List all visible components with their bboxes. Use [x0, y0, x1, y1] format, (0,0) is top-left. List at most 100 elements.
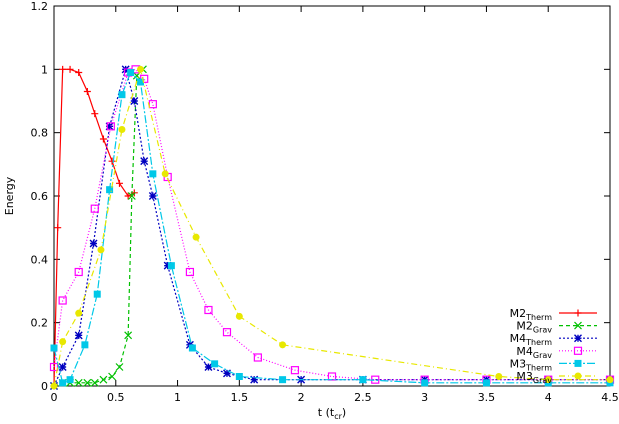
- data-point-m2-therm: [115, 179, 123, 187]
- legend-name: M2: [510, 307, 527, 320]
- data-point-m4-grav: [148, 100, 157, 109]
- data-point-m3-therm: [167, 262, 175, 270]
- data-point-m4-therm: [250, 375, 259, 384]
- legend-label-m2-grav: M2Grav: [516, 320, 552, 335]
- data-point-m3-therm: [50, 344, 58, 352]
- series-lines: [49, 65, 615, 390]
- data-point-m3-therm: [118, 91, 126, 99]
- x-tick-label: 2.5: [354, 391, 372, 404]
- data-point-m4-therm: [105, 122, 114, 131]
- series-m3-grav: [50, 65, 614, 390]
- data-point-m3-grav: [279, 341, 287, 349]
- data-point-m4-therm: [74, 331, 83, 340]
- y-tick-label: 1.2: [31, 0, 49, 13]
- data-point-m3-therm: [188, 344, 196, 352]
- data-point-m3-grav: [50, 382, 58, 390]
- data-point-m4-therm: [148, 192, 157, 200]
- legend-sub: Therm: [525, 313, 552, 322]
- legend-label-m3-grav: M3Grav: [516, 370, 552, 385]
- x-tick-label: 3: [421, 391, 428, 404]
- x-axis-label-close: ): [342, 406, 346, 419]
- data-point-m4-therm: [58, 363, 67, 371]
- data-point-m4-therm: [222, 369, 231, 378]
- x-tick-label: 1.5: [231, 391, 249, 404]
- data-point-m3-grav: [59, 338, 67, 346]
- x-tick-label: 0.5: [107, 391, 125, 404]
- data-point-m4-therm: [204, 363, 213, 371]
- legend-marker-m3-grav: [574, 372, 582, 380]
- data-point-m3-grav: [161, 170, 169, 178]
- legend-label-m4-grav: M4Grav: [516, 345, 552, 360]
- y-tick-label: 0.2: [31, 317, 49, 330]
- legend-name: M4: [516, 345, 533, 358]
- data-point-m3-grav: [606, 376, 614, 384]
- data-point-m4-grav: [253, 353, 262, 362]
- data-point-m3-therm: [93, 290, 101, 298]
- data-point-m3-therm: [482, 379, 490, 387]
- data-point-m4-grav: [90, 204, 99, 213]
- data-point-m3-therm: [211, 360, 219, 368]
- data-point-m4-grav: [185, 267, 195, 277]
- data-point-m3-therm: [66, 376, 74, 384]
- legend-label-m2-therm: M2Therm: [510, 307, 553, 322]
- data-point-m2-therm: [124, 192, 132, 200]
- legend-label-m4-therm: M4Therm: [510, 332, 553, 347]
- x-tick-label: 4.5: [601, 391, 619, 404]
- data-point-m2-therm: [91, 110, 99, 118]
- data-point-m3-therm: [359, 376, 367, 384]
- data-point-m4-grav: [49, 362, 59, 372]
- x-axis-label-base: t (t: [318, 406, 335, 419]
- data-point-m3-therm: [235, 373, 243, 380]
- data-point-m2-grav: [124, 331, 133, 340]
- x-axis-label-sub: cr: [334, 412, 342, 421]
- data-point-m4-grav: [222, 328, 232, 337]
- x-tick-label: 0: [51, 391, 58, 404]
- data-point-m4-grav: [204, 305, 213, 315]
- y-tick-label: 0: [41, 380, 48, 393]
- data-point-m3-therm: [59, 379, 67, 387]
- data-point-m3-grav: [136, 65, 144, 73]
- series-line-m2-grav: [53, 68, 144, 387]
- legend-marker-m4-therm: [574, 334, 582, 343]
- data-point-m2-grav: [83, 378, 92, 387]
- series-line-m4-therm: [53, 67, 610, 387]
- data-point-m3-therm: [149, 170, 157, 178]
- legend-sub: Grav: [533, 326, 552, 335]
- legend-label-m3-therm: M3Therm: [510, 357, 553, 372]
- data-point-m3-therm: [279, 376, 287, 384]
- data-point-m3-therm: [81, 341, 89, 349]
- data-point-m3-therm: [421, 379, 429, 387]
- x-tick-label: 1: [174, 391, 181, 404]
- series-line-m4-grav: [53, 68, 610, 381]
- data-point-m4-grav: [58, 296, 67, 305]
- legend-sub: Grav: [533, 351, 552, 360]
- series-line-m2-therm: [53, 68, 135, 387]
- series-m4-grav: [49, 65, 615, 384]
- x-axis-label: t (tcr): [318, 406, 346, 421]
- data-point-m3-grav: [495, 373, 503, 380]
- y-tick-label: 1: [41, 63, 48, 76]
- y-tick-label: 0.8: [31, 127, 49, 140]
- legend-name: M3: [516, 370, 533, 383]
- legend-sub: Therm: [525, 363, 552, 372]
- data-point-m3-therm: [136, 78, 144, 86]
- data-point-m3-grav: [75, 309, 83, 317]
- series-line-m3-therm: [53, 71, 610, 384]
- data-point-m3-grav: [544, 376, 552, 384]
- data-point-m2-grav: [74, 378, 83, 387]
- data-point-m3-grav: [192, 233, 200, 241]
- data-point-m3-therm: [106, 186, 114, 194]
- data-point-m2-therm: [66, 65, 74, 73]
- data-point-m2-grav: [127, 192, 136, 200]
- data-point-m2-therm: [83, 88, 91, 95]
- data-point-m4-therm: [140, 157, 149, 166]
- data-point-m2-grav: [108, 372, 116, 381]
- data-point-m3-grav: [97, 246, 105, 254]
- legend-name: M4: [510, 332, 527, 345]
- legend-sub: Therm: [525, 338, 552, 347]
- data-point-m3-therm: [127, 69, 135, 76]
- legend-name: M2: [516, 320, 533, 333]
- data-point-m2-grav: [90, 378, 99, 387]
- data-point-m4-therm: [163, 261, 172, 270]
